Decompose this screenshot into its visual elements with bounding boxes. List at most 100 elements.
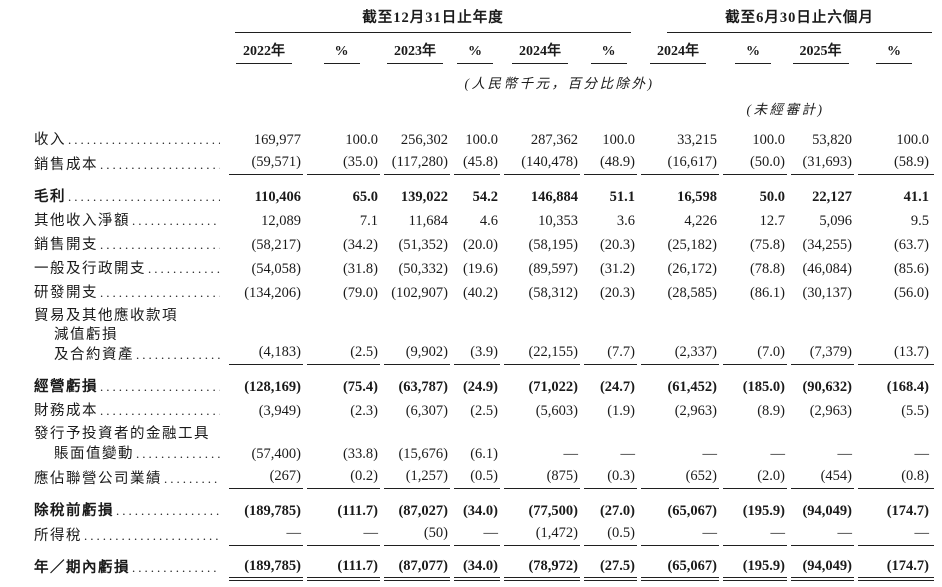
income-statement-table: 截至12月31日止年度 截至6月30日止六個月 2022年 % 2023年 % … [8,6,934,587]
cell-value: (78.8) [749,261,785,277]
table-row-selling-expenses: 銷售開支 (58,217) (34.2) (51,352) (20.0) (58,195)… [8,233,934,257]
cell-value: (0.8) [854,466,934,491]
cell-value: 139,022 [400,189,448,205]
cell-value: 54.2 [472,189,498,205]
cell-value: (2.5) [470,403,498,419]
header-group-row: 截至12月31日止年度 截至6月30日止六個月 [8,6,934,33]
table-row-rd-expenses: 研發開支 (134,206) (79.0) (102,907) (40.2) (58,31… [8,281,934,305]
cell-value: (46,084) [802,261,852,277]
cell-value: (174.7) [886,503,929,519]
column-header-2024-interim: 2024年 [650,40,706,64]
cell-value: (87,027) [398,503,448,519]
dot-leader [164,469,220,488]
cell-value: 53,820 [812,132,852,148]
cell-value: (875) [500,466,580,491]
cell-value: (27.0) [599,503,635,519]
cell-value: (2,337) [637,305,719,367]
cell-value: (2.5) [303,305,380,367]
row-label: 研發開支 [8,281,225,305]
cell-value: 12.7 [759,213,785,229]
cell-value: (71,022) [528,379,578,395]
cell-value: (45.8) [450,152,500,177]
cell-value: (20.0) [462,237,498,253]
cell-value: (75.4) [342,379,378,395]
row-label-text: 年／期內虧損 [34,560,130,576]
cell-value: — [637,523,719,548]
cell-value: (24.9) [462,379,498,395]
cell-value: (58,195) [528,237,578,253]
cell-value: — [914,446,930,462]
dot-leader [100,235,220,254]
cell-value: (185.0) [742,379,785,395]
cell-value: — [770,446,786,462]
cell-value: (56.0) [893,285,929,301]
cell-value: (652) [637,466,719,491]
cell-value: (40.2) [462,285,498,301]
cell-value: 4.6 [479,213,498,229]
cell-value: (16,617) [637,152,719,177]
cell-value: (5,603) [535,403,578,419]
dot-leader [100,155,220,174]
period-group-interim: 截至6月30日止六個月 [667,6,932,33]
cell-value: (89,597) [528,261,578,277]
cell-value: (58.9) [854,152,934,177]
cell-value: (51,352) [398,237,448,253]
cell-value: (48.9) [580,152,637,177]
dot-leader [100,377,220,396]
dot-leader [136,345,220,364]
cell-value: (1.9) [607,403,635,419]
row-label: 發行予投資者的金融工具 賬面值變動 [8,423,225,466]
cell-value: (2.0) [719,466,787,491]
row-label-text: 減值虧損 [54,327,118,343]
unaudited-note-row: (未經審計) [8,92,934,118]
cell-value: (31,693) [787,152,854,177]
column-header-pct: % [590,44,627,64]
cell-value: — [854,523,934,548]
table-row-cost-of-sales: 銷售成本 (59,571)(35.0)(117,280)(45.8)(140,47… [8,152,934,177]
row-label-text: 銷售開支 [34,237,98,253]
dot-leader [84,526,220,545]
currency-note: (人民幣千元，百分比除外) [464,76,655,91]
cell-value: (2,963) [674,403,717,419]
cell-value: (63,787) [398,379,448,395]
cell-value: (2,963) [809,403,852,419]
cell-value: (2.3) [350,403,378,419]
row-label-text: 財務成本 [34,403,98,419]
cell-value: (0.5) [450,466,500,491]
cell-value: (26,172) [667,261,717,277]
cell-value: (7.7) [580,305,637,367]
row-label: 毛利 [8,177,225,209]
cell-value: (7.0) [719,305,787,367]
cell-value: (58,217) [251,237,301,253]
row-label-text: 研發開支 [34,285,98,301]
row-label-text: 應佔聯營公司業績 [34,471,162,487]
cell-value: (28,585) [667,285,717,301]
unaudited-note: (未經審計) [746,102,825,117]
cell-value: (9,902) [380,305,450,367]
column-header-pct: % [457,44,493,64]
cell-value: (63.7) [893,237,929,253]
cell-value: (24.7) [599,379,635,395]
row-label-text: 銷售成本 [34,157,98,173]
corner-spacer [8,64,225,92]
cell-value: 5,096 [819,213,852,229]
header-columns-row: 2022年 % 2023年 % 2024年 % 2024年 % 2025年 % [8,33,934,64]
cell-value: 16,598 [677,189,717,205]
cell-value: (57,400) [251,446,301,462]
table-row-operating-loss: 經營虧損 (128,169) (75.4) (63,787) (24.9) (71,022… [8,367,934,399]
row-label-text: 收入 [34,132,66,148]
cell-value: (0.5) [580,523,637,548]
table-row-general-admin-expenses: 一般及行政開支 (54,058) (31.8) (50,332) (19.6) (89,5… [8,257,934,281]
spacer-row [8,118,934,128]
cell-value: (189,785) [244,503,301,519]
row-label: 其他收入淨額 [8,209,225,233]
table-row-other-income-net: 其他收入淨額 12,089 7.1 11,684 4.6 10,353 3.6 4,226 12… [8,209,934,233]
column-header-2024: 2024年 [512,40,568,64]
cell-value: 4,226 [684,213,717,229]
dot-leader [100,283,220,302]
cell-value: 10,353 [538,213,578,229]
cell-value: (19.6) [462,261,498,277]
cell-value: 41.1 [903,189,929,205]
cell-value: (1,472) [500,523,580,548]
